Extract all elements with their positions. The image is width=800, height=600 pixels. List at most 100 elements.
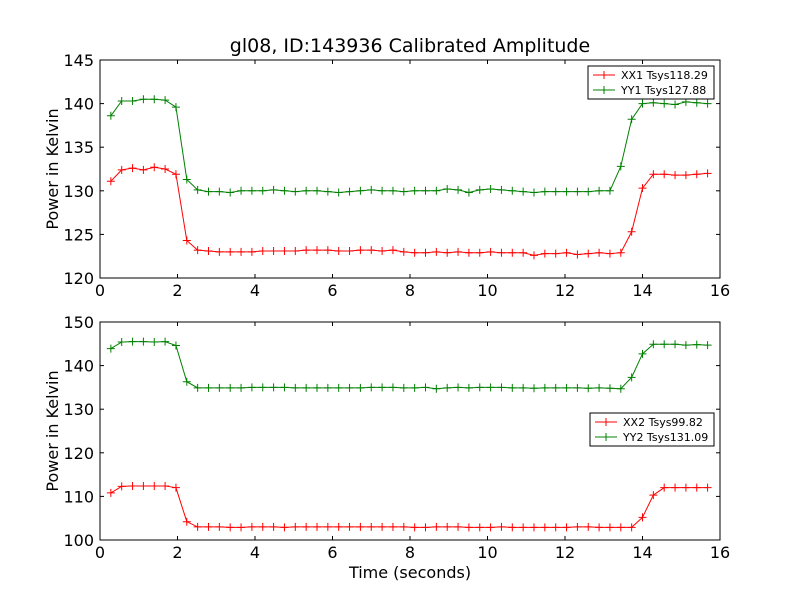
data-point xyxy=(106,344,115,353)
data-point xyxy=(215,247,224,256)
x-tick-label: 16 xyxy=(710,281,730,300)
data-point xyxy=(497,522,506,531)
data-point xyxy=(432,247,441,256)
data-point xyxy=(215,522,224,531)
data-point xyxy=(291,522,300,531)
x-tick-label: 0 xyxy=(95,281,105,300)
data-point xyxy=(171,483,180,492)
data-point xyxy=(204,522,213,531)
data-point xyxy=(291,383,300,392)
data-point xyxy=(454,247,463,256)
legend-marker-yy2 xyxy=(602,433,610,441)
data-point xyxy=(421,523,430,532)
data-point xyxy=(237,247,246,256)
data-point xyxy=(519,248,528,257)
data-point xyxy=(356,522,365,531)
data-point xyxy=(454,383,463,392)
data-point xyxy=(692,98,701,107)
data-point xyxy=(150,163,159,172)
data-point xyxy=(323,187,332,196)
data-point xyxy=(605,249,614,258)
data-point xyxy=(584,522,593,531)
series-line-yy1 xyxy=(110,98,708,194)
data-point xyxy=(519,523,528,532)
legend: XX1 Tsys118.29 YY1 Tsys127.88 xyxy=(587,65,715,100)
data-point xyxy=(573,250,582,259)
data-point xyxy=(226,383,235,392)
data-point xyxy=(106,111,115,120)
data-point xyxy=(584,384,593,393)
data-point xyxy=(193,246,202,255)
data-point xyxy=(703,99,712,108)
y-axis-label: Power in Kelvin xyxy=(43,108,62,229)
data-point xyxy=(323,246,332,255)
data-point xyxy=(627,227,636,236)
legend-label-xx2: XX2 Tsys99.82 xyxy=(623,416,703,429)
data-point xyxy=(367,383,376,392)
data-point xyxy=(313,186,321,195)
data-point xyxy=(150,95,159,104)
data-point xyxy=(497,248,506,257)
x-tick-label: 0 xyxy=(95,543,105,562)
data-point xyxy=(681,341,690,350)
data-point xyxy=(432,384,441,393)
data-point xyxy=(605,186,614,195)
data-point xyxy=(616,523,625,532)
data-point xyxy=(573,383,582,392)
data-point xyxy=(388,246,397,255)
data-point xyxy=(334,522,343,531)
data-point xyxy=(204,383,213,392)
data-point xyxy=(562,523,571,532)
data-point xyxy=(193,522,202,531)
data-point xyxy=(128,337,137,346)
y-tick-label: 100 xyxy=(63,531,94,550)
data-point xyxy=(638,513,647,522)
data-point xyxy=(302,383,311,392)
data-point xyxy=(443,522,452,531)
legend-label-yy2: YY2 Tsys131.09 xyxy=(622,431,708,444)
y-axis-label: Power in Kelvin xyxy=(43,370,62,491)
series-xx1 xyxy=(106,163,712,260)
data-point xyxy=(345,522,354,531)
data-point xyxy=(497,383,506,392)
y-tick-label: 125 xyxy=(63,225,94,244)
data-point xyxy=(367,185,376,194)
data-point xyxy=(464,188,473,197)
data-point xyxy=(410,383,419,392)
data-point xyxy=(616,162,625,171)
x-tick-label: 16 xyxy=(710,543,730,562)
data-point xyxy=(410,186,419,195)
data-point xyxy=(302,246,311,255)
data-point xyxy=(530,188,538,197)
data-point xyxy=(258,383,267,392)
x-tick-label: 10 xyxy=(477,543,497,562)
data-point xyxy=(399,187,408,196)
data-point xyxy=(139,481,148,490)
data-point xyxy=(161,337,170,346)
chart-title: gl08, ID:143936 Calibrated Amplitude xyxy=(230,35,590,57)
data-point xyxy=(551,523,560,532)
y-tick-label: 130 xyxy=(63,400,94,419)
data-point xyxy=(323,522,332,531)
data-point xyxy=(595,523,604,532)
data-point xyxy=(671,100,680,109)
data-point xyxy=(649,340,658,349)
data-point xyxy=(313,522,321,531)
data-point xyxy=(345,187,354,196)
data-point xyxy=(378,522,387,531)
data-point xyxy=(193,185,202,194)
data-point xyxy=(367,246,376,255)
legend-marker-xx1 xyxy=(600,71,608,79)
data-point xyxy=(204,246,213,255)
data-point xyxy=(595,383,604,392)
data-point xyxy=(237,383,246,392)
data-point xyxy=(486,247,495,256)
data-point xyxy=(204,187,213,196)
x-tick-label: 12 xyxy=(555,281,575,300)
data-point xyxy=(486,185,495,194)
y-tick-label: 145 xyxy=(63,51,94,70)
data-point xyxy=(258,246,267,255)
data-point xyxy=(258,186,267,195)
data-point xyxy=(638,349,647,358)
